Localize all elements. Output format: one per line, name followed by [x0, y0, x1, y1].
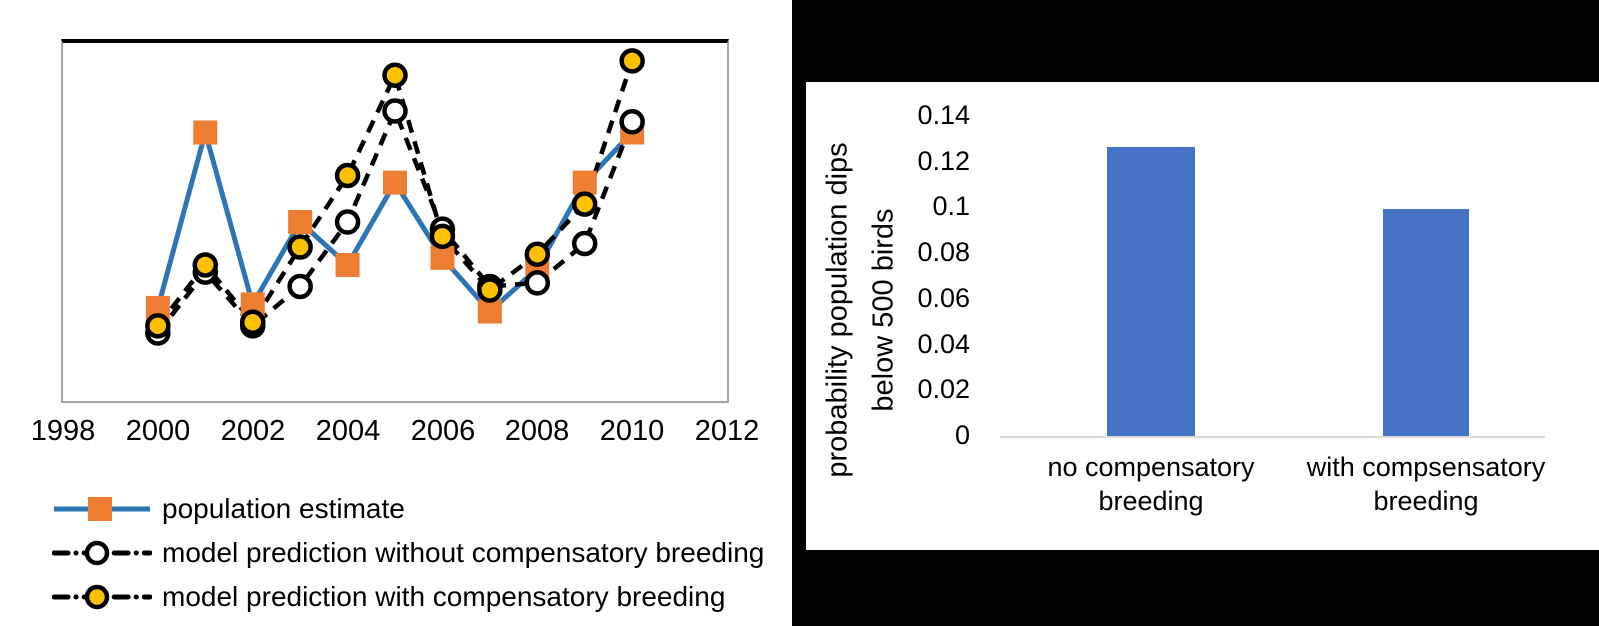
line-chart-svg: [145, 48, 645, 346]
x-tick-label: 2002: [220, 415, 286, 447]
x-tick-label: 2000: [125, 415, 191, 447]
data-point-open-circle: [287, 273, 313, 300]
legend-marker-model-with-compensatory: [52, 584, 152, 610]
legend-row: population estimate: [52, 487, 764, 531]
legend-marker-population-estimate: [54, 497, 150, 521]
legend: population estimate model prediction wit…: [52, 487, 764, 619]
category-label-line: breeding: [1373, 486, 1479, 516]
data-point-filled-square: [335, 252, 360, 277]
legend-row: model prediction with compensatory breed…: [52, 575, 764, 619]
y-tick-label: 0: [954, 419, 970, 450]
y-tick-label: 0.1: [932, 191, 970, 222]
data-point-filled-circle: [429, 223, 456, 250]
legend-label: population estimate: [162, 493, 405, 524]
data-point-filled-square: [193, 120, 218, 145]
data-point-open-circle: [571, 230, 598, 257]
bar-with-compensatory-breeding: [1383, 209, 1469, 436]
bar-chart-panel: probability population dips below 500 bi…: [806, 82, 1599, 550]
legend-label: model prediction without compensatory br…: [162, 537, 765, 568]
line-chart-figure: 1998 2000 2002 2004 2006 2008 2010 2012 …: [0, 0, 792, 626]
y-tick-label: 0.04: [917, 328, 970, 359]
x-tick-label: 2010: [599, 415, 665, 447]
data-point-open-circle: [382, 98, 408, 124]
data-point-filled-square: [430, 245, 455, 270]
data-point-filled-circle: [334, 162, 361, 189]
series-line-0: [155, 123, 634, 316]
legend-marker-model-without-compensatory: [52, 540, 152, 566]
data-point-filled-circle: [524, 241, 551, 267]
x-tick-label: 2012: [694, 415, 760, 447]
y-tick-label: 0.02: [917, 374, 970, 405]
y-tick-label: 0.14: [917, 100, 970, 130]
y-tick-label: 0.12: [917, 145, 970, 176]
data-point-filled-circle: [239, 309, 266, 335]
data-point-filled-circle: [477, 277, 503, 303]
data-point-open-circle: [334, 209, 361, 235]
bar-category-label: with compsensatory breeding: [1307, 450, 1546, 518]
y-axis: 0.14 0.12 0.1 0.08 0.06 0.04 0.02 0: [806, 100, 970, 450]
data-point-filled-circle: [145, 313, 171, 339]
data-point-filled-circle: [192, 252, 219, 278]
x-axis-baseline: [1000, 436, 1545, 438]
bar-no-compensatory-breeding: [1107, 147, 1195, 436]
legend-row: model prediction without compensatory br…: [52, 531, 764, 575]
x-tick-label: 2004: [315, 415, 381, 447]
category-label-line: breeding: [1098, 486, 1204, 516]
bar-chart-figure: probability population dips below 500 bi…: [792, 0, 1599, 626]
data-point-filled-square: [383, 170, 407, 195]
x-tick-label: 2008: [504, 415, 570, 447]
category-label-line: no compensatory: [1047, 452, 1255, 482]
category-label-line: with compsensatory: [1306, 452, 1546, 482]
data-point-filled-square: [477, 299, 502, 324]
data-point-filled-square: [288, 210, 313, 234]
x-axis: 1998 2000 2002 2004 2006 2008 2010 2012: [0, 415, 792, 451]
data-point-filled-circle: [571, 191, 598, 217]
line-chart-plot-area: [61, 39, 729, 403]
data-point-filled-circle: [619, 48, 645, 74]
bar-category-label: no compensatory breeding: [1047, 450, 1254, 518]
y-tick-label: 0.06: [917, 282, 970, 313]
x-tick-label: 2006: [410, 415, 476, 447]
x-tick-label: 1998: [30, 415, 96, 447]
data-point-filled-circle: [382, 62, 408, 88]
y-tick-label: 0.08: [917, 237, 970, 268]
series-line-2: [156, 60, 635, 328]
legend-label: model prediction with compensatory breed…: [162, 581, 726, 612]
data-point-open-circle: [619, 109, 645, 135]
data-point-filled-circle: [287, 234, 313, 260]
data-point-open-circle: [524, 270, 551, 296]
data-point-filled-square: [572, 170, 597, 195]
